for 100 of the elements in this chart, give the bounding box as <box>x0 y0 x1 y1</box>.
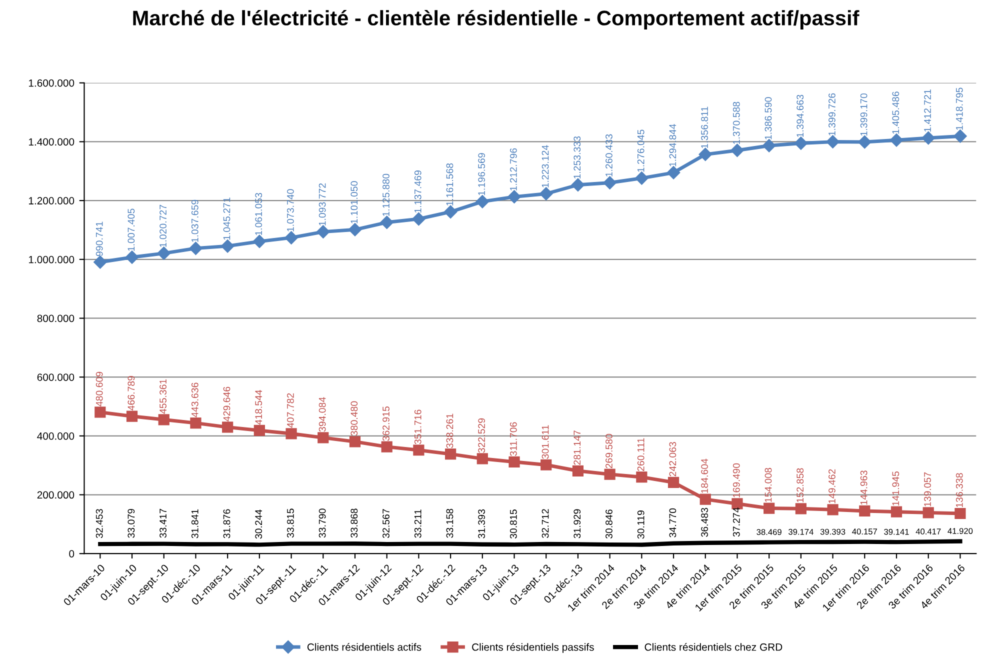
data-label: 1.137.469 <box>414 170 422 213</box>
point <box>954 130 967 143</box>
y-tick-label: 600.000 <box>37 374 74 381</box>
point <box>540 459 552 470</box>
data-label: 1.418.795 <box>956 88 963 130</box>
data-label: 455.361 <box>160 379 166 414</box>
data-label: 1.045.271 <box>223 198 230 240</box>
data-label: 1.386.590 <box>764 97 772 140</box>
data-label: 1.253.333 <box>574 136 581 178</box>
point <box>764 502 775 514</box>
point <box>220 239 234 253</box>
data-label: 380.480 <box>350 401 358 436</box>
data-label: 1.260.433 <box>606 134 612 176</box>
legend-label: Clients résidentiels actifs <box>307 643 422 651</box>
point <box>954 508 966 520</box>
data-label: 30.119 <box>637 510 644 539</box>
data-label: 1.356.811 <box>701 106 708 148</box>
data-label: 31.929 <box>574 509 581 538</box>
data-label: 33.417 <box>160 508 166 538</box>
data-label: 1.223.124 <box>542 145 549 188</box>
point <box>125 250 139 264</box>
data-label: 39.174 <box>788 528 814 535</box>
point <box>444 448 456 460</box>
point <box>603 176 616 190</box>
point <box>604 468 616 480</box>
data-label: 32.567 <box>382 509 390 538</box>
point <box>189 242 202 255</box>
data-label: 1.412.721 <box>924 90 931 132</box>
point <box>668 476 680 488</box>
data-label: 1.093.772 <box>318 183 326 226</box>
point <box>700 494 711 505</box>
data-label: 1.399.726 <box>828 93 836 136</box>
y-tick-label: 0 <box>69 550 74 558</box>
point <box>316 225 330 238</box>
data-label: 33.815 <box>287 508 294 538</box>
data-label: 32.453 <box>96 509 103 538</box>
point <box>412 212 426 226</box>
chart-title: Marché de l'électricité - clientèle résidentielle - Comportement actif/passif <box>133 10 860 30</box>
point <box>827 504 838 516</box>
data-label: 184.604 <box>701 458 708 493</box>
data-label: 1.276.045 <box>637 130 644 172</box>
data-label: 38.469 <box>756 529 782 535</box>
point <box>508 456 520 468</box>
point <box>284 231 298 244</box>
data-label: 311.706 <box>510 422 517 456</box>
data-label: 443.636 <box>191 382 198 418</box>
data-label: 41.920 <box>948 528 973 534</box>
data-label: 1.294.844 <box>669 124 676 166</box>
data-label: 30.815 <box>510 510 517 539</box>
point <box>890 506 902 518</box>
data-label: 351.716 <box>414 410 422 444</box>
data-label: 169.490 <box>732 463 740 498</box>
y-tick-label: 400.000 <box>37 432 74 440</box>
data-label: 480.609 <box>96 372 103 406</box>
data-label: 36.483 <box>701 508 708 537</box>
point <box>922 131 935 145</box>
point <box>666 166 680 180</box>
data-label: 260.111 <box>637 438 644 471</box>
data-label: 30.244 <box>255 510 262 539</box>
point <box>349 436 361 448</box>
data-label: 30.846 <box>606 510 612 539</box>
point <box>94 406 106 418</box>
data-label: 33.790 <box>318 508 326 538</box>
data-label: 34.770 <box>669 508 676 538</box>
point <box>890 134 904 147</box>
data-label: 1.020.727 <box>160 204 166 247</box>
data-label: 139.057 <box>924 472 931 506</box>
data-label: 1.037.659 <box>191 200 198 242</box>
point <box>795 503 806 514</box>
data-label: 1.073.740 <box>287 189 294 232</box>
y-tick-label: 800.000 <box>37 314 74 322</box>
point <box>572 465 584 476</box>
point <box>508 190 521 204</box>
data-label: 40.157 <box>852 528 877 534</box>
data-label: 1.405.486 <box>892 92 900 134</box>
point <box>126 410 138 422</box>
data-label: 429.646 <box>223 386 230 422</box>
data-label: 269.580 <box>606 434 612 468</box>
point <box>698 148 712 162</box>
point <box>476 194 489 208</box>
data-label: 154.008 <box>764 468 772 502</box>
data-label: 418.544 <box>255 390 262 425</box>
data-label: 466.789 <box>128 376 135 410</box>
data-label: 338.261 <box>446 414 454 448</box>
y-tick-label: 1.600.000 <box>28 79 74 87</box>
data-label: 242.063 <box>669 442 676 476</box>
point <box>730 144 744 157</box>
data-label: 1.101.050 <box>350 181 358 224</box>
point <box>94 256 107 269</box>
y-tick-label: 200.000 <box>37 491 74 499</box>
point <box>252 234 266 248</box>
point <box>222 422 234 433</box>
data-label: 37.274 <box>732 508 740 537</box>
y-tick-label: 1.200.000 <box>28 197 74 204</box>
data-label: 136.338 <box>956 473 963 508</box>
data-label: 301.611 <box>542 425 549 459</box>
data-label: 39.393 <box>820 528 846 535</box>
point <box>158 414 170 426</box>
point <box>157 246 170 260</box>
data-label: 33.079 <box>128 508 135 538</box>
